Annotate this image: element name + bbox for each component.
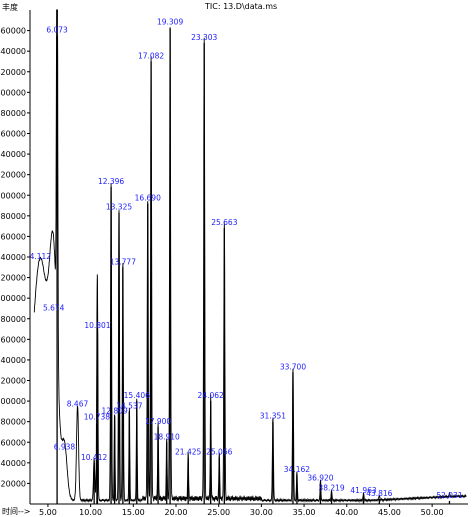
peak-label: 5.674 [43,304,65,313]
peak-label: 52.031 [436,491,462,500]
y-tick-label: 120000 [0,377,26,386]
y-tick-label: 440000 [0,47,26,56]
x-tick-label: 25.00 [207,508,230,517]
x-tick-label: 30.00 [250,508,273,517]
peak-label: 19.309 [157,17,183,26]
peak-label: 23.303 [191,33,217,42]
peak-label: 31.351 [260,412,286,421]
peak-label: 13.777 [110,257,136,266]
y-tick-label: 420000 [0,68,26,77]
y-tick-label: 340000 [0,150,26,159]
peak-label: 16.690 [135,193,161,202]
peak-label: 25.663 [211,218,237,227]
peak-label: 8.467 [67,399,89,408]
x-tick-label: 40.00 [335,508,358,517]
x-tick-label: 5.00 [39,508,57,517]
y-axis-title: 丰度 [2,2,18,12]
y-tick-label: 40000 [1,459,26,468]
peak-label: 4.112 [30,252,52,261]
peak-label: 18.910 [154,432,180,441]
x-tick-label: 50.00 [421,508,444,517]
y-tick-label: 280000 [0,212,26,221]
peak-label: 21.425 [175,448,201,457]
y-tick-label: 240000 [0,253,26,262]
y-tick-label: 160000 [0,335,26,344]
peak-label: 24.062 [198,391,224,400]
peak-label: 34.162 [284,465,310,474]
y-tick-label: 400000 [0,88,26,97]
peak-label: 12.809 [101,407,127,416]
y-tick-label: 320000 [0,171,26,180]
peak-label: 10.801 [84,321,110,330]
y-tick-label: 220000 [0,274,26,283]
y-tick-label: 300000 [0,191,26,200]
y-tick-label: 60000 [1,438,26,447]
y-tick-label: 380000 [0,109,26,118]
y-tick-label: 20000 [1,479,26,488]
y-tick-label: 80000 [1,418,26,427]
peak-label: 25.066 [206,448,232,457]
peak-label: 6.938 [54,443,76,452]
chart-title: TIC: 13.D\data.ms [204,2,277,11]
x-tick-label: 10.00 [79,508,102,517]
peak-label: 41.963 [350,486,376,495]
y-tick-label: 460000 [0,27,26,36]
y-tick-label: 360000 [0,130,26,139]
y-tick-label: 180000 [0,315,26,324]
y-tick-label: 140000 [0,356,26,365]
peak-label: 15.406 [124,391,150,400]
peak-label: 6.073 [46,26,68,35]
x-tick-label: 35.00 [293,508,316,517]
peak-label: 13.325 [106,203,132,212]
peak-label: 43.816 [366,489,392,498]
peak-label: 38.219 [318,484,344,493]
peak-label: 14.537 [116,401,142,410]
trace-lines [33,9,467,504]
peak-labels: 4.112 5.674 6.073 6.938 8.467 10.412 10.738 10.… [30,17,463,499]
peak-label: 36.920 [307,473,333,482]
peak-label: 10.738 [84,413,110,422]
peak-label: 12.396 [98,177,124,186]
peak-label: 17.082 [138,51,164,60]
y-tick-label: 260000 [0,232,26,241]
axis-ticks: 20000 40000 60000 80000 100000 120000 140000 16… [0,27,444,517]
tic-trace-line [33,9,467,504]
x-axis-title: 时间--> [2,506,30,516]
x-tick-label: 45.00 [378,508,401,517]
peak-label: 33.700 [280,362,306,371]
peak-label: 17.900 [145,417,171,426]
y-tick-label: 100000 [0,397,26,406]
y-tick-label: 200000 [0,294,26,303]
peak-label: 10.412 [81,453,107,462]
x-tick-label: 15.00 [122,508,145,517]
x-tick-label: 20.00 [165,508,188,517]
